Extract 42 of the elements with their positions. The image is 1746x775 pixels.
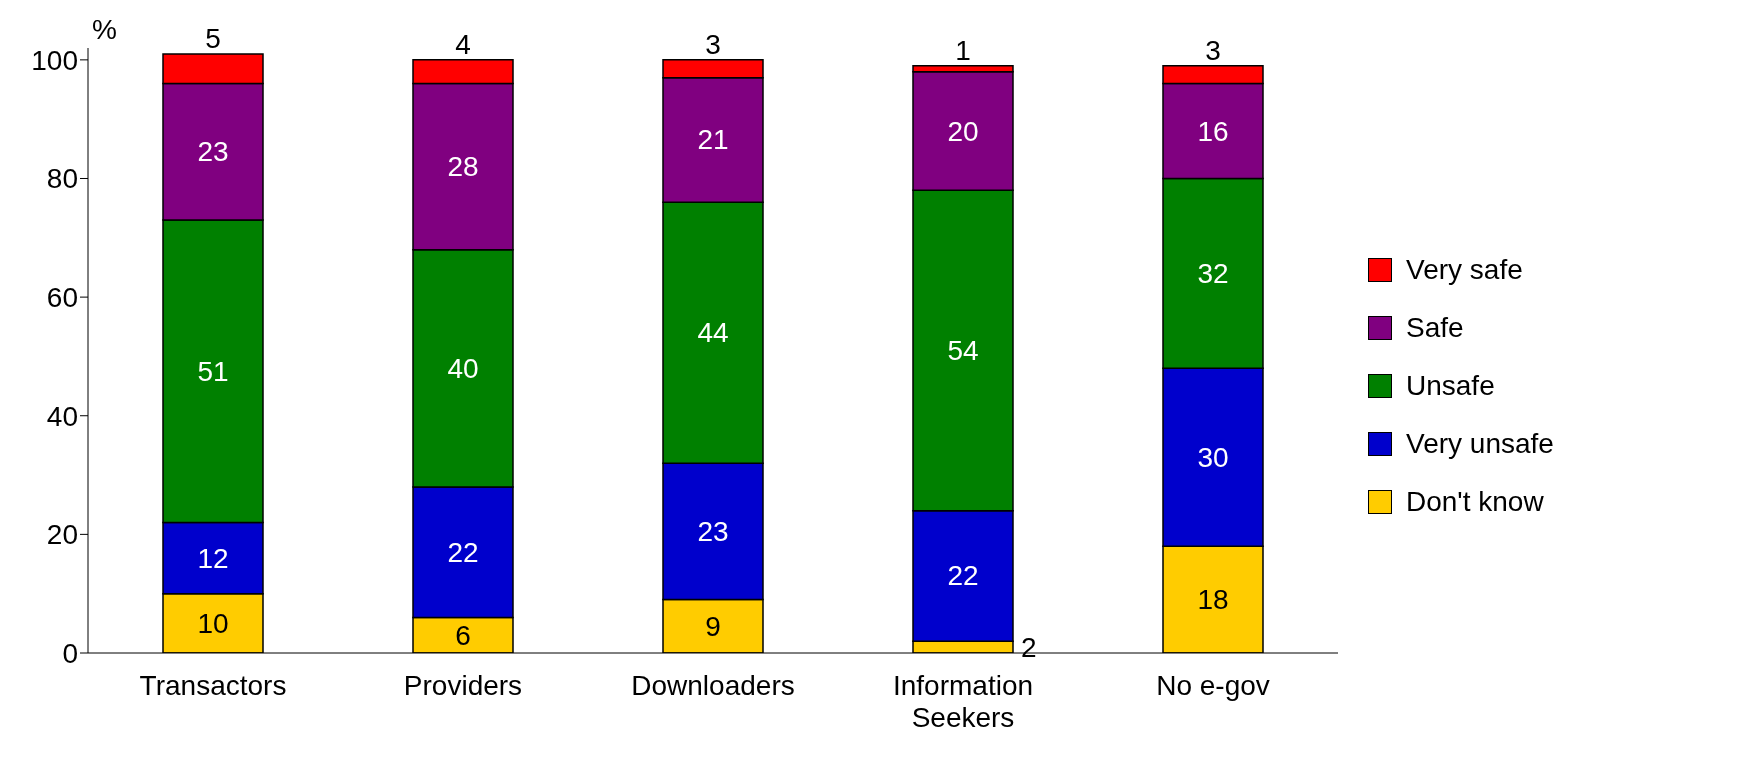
data-label: 22 — [947, 560, 979, 592]
data-label: 21 — [697, 124, 729, 156]
data-label: 9 — [705, 610, 721, 642]
data-label: 30 — [1197, 441, 1229, 473]
data-label: 23 — [197, 136, 229, 168]
x-tick-label: Information Seekers — [892, 670, 1034, 733]
data-label: 28 — [447, 151, 479, 183]
y-axis-title: % — [92, 14, 117, 46]
data-label: 51 — [197, 355, 229, 387]
data-label: 6 — [455, 619, 471, 651]
legend-label: Safe — [1405, 311, 1465, 344]
legend-label: Very safe — [1405, 253, 1524, 286]
legend-label: Don't know — [1405, 485, 1545, 518]
data-label: 3 — [1205, 34, 1221, 66]
x-tick-label: Downloaders — [631, 670, 795, 701]
data-label: 5 — [205, 22, 221, 54]
legend-label: Unsafe — [1405, 369, 1496, 402]
y-tick-label: 20 — [46, 519, 78, 551]
x-tick-label: Providers — [403, 670, 523, 701]
data-label: 40 — [447, 352, 479, 384]
x-tick-label: No e-gov — [1156, 670, 1270, 701]
data-label: 20 — [947, 115, 979, 147]
data-label: 22 — [447, 536, 479, 568]
data-label: 10 — [197, 607, 229, 639]
y-tick-label: 100 — [31, 44, 78, 76]
data-label: 54 — [947, 335, 979, 366]
data-label: 4 — [455, 28, 471, 60]
data-label: 3 — [705, 28, 721, 60]
legend-label: Very unsafe — [1405, 427, 1554, 460]
data-label: 16 — [1197, 115, 1229, 147]
x-tick-label: Transactors — [139, 670, 287, 701]
y-tick-label: 60 — [46, 282, 78, 314]
data-label: 44 — [697, 317, 729, 349]
data-label: 18 — [1197, 584, 1229, 616]
y-tick-label: 0 — [62, 637, 78, 669]
y-tick-label: 40 — [46, 400, 78, 432]
data-label: 32 — [1197, 257, 1229, 289]
data-label: 2 — [1021, 631, 1037, 663]
data-label: 1 — [955, 34, 971, 66]
data-label: 23 — [697, 515, 729, 547]
data-label: 12 — [197, 542, 229, 574]
y-tick-label: 80 — [46, 163, 78, 195]
